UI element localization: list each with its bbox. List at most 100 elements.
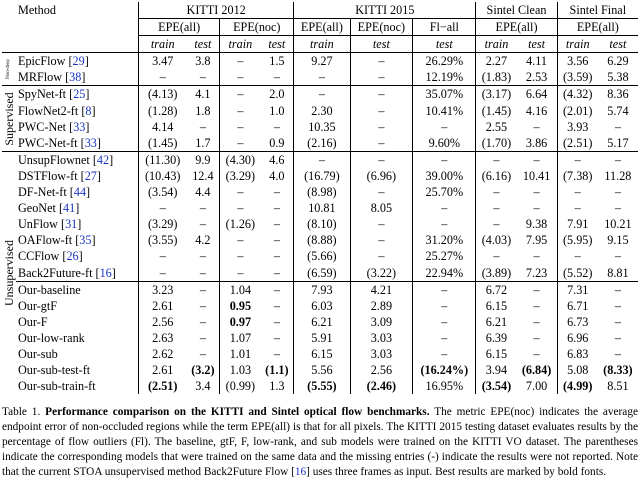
value-cell: (8.33) [603, 363, 633, 378]
value-cell: (3.29) [219, 167, 261, 185]
value-cell: 3.86 [525, 135, 548, 150]
value-cell: 9.9 [186, 150, 220, 168]
value-cell: 10.81 [293, 200, 351, 217]
value-cell: – [349, 102, 413, 119]
citation-link[interactable]: 44 [73, 185, 87, 200]
value-cell: 2.89 [349, 297, 413, 314]
value-cell: – [556, 200, 598, 217]
header-row-2: EPE(all) EPE(noc) EPE(all) EPE(noc) Fl−a… [2, 18, 638, 36]
citation-link[interactable]: 41 [63, 201, 76, 216]
value-cell: 6.71 [556, 297, 598, 314]
table-row: Our-sub 2.62–1.01–6.15 3.03–6.15–6.83– [2, 345, 638, 363]
k15-noc-test-header: test [349, 35, 413, 53]
citation-link[interactable]: 8 [85, 103, 92, 118]
value-cell: – [412, 329, 476, 346]
method-cell: PWC-Net-ft [33] [18, 135, 101, 150]
caption-ref-link[interactable]: 16 [294, 466, 307, 478]
value-cell: 2.61 [138, 362, 187, 379]
citation-link[interactable]: 25 [73, 87, 86, 102]
value-cell: 3.94 [475, 362, 517, 379]
method-cell: PWC-Net [33] [18, 119, 90, 134]
method-cell: DSTFlow-ft [27] [18, 168, 101, 183]
value-cell: – [273, 233, 280, 248]
method-cell: UnsupFlownet [42] [16, 150, 139, 168]
citation-link[interactable]: 38 [69, 70, 82, 85]
table-row: PWC-Net [33] 4.14– – –10.35– –2.55–3.93– [2, 118, 638, 135]
value-cell: – [186, 280, 220, 298]
value-cell: (10.43) [138, 167, 187, 185]
value-cell: 5.74 [607, 103, 629, 118]
k15-fl-test-header: test [412, 35, 476, 53]
citation-link[interactable]: 42 [96, 152, 110, 167]
citation-link[interactable]: 16 [99, 265, 112, 280]
value-cell: 6.96 [556, 329, 598, 346]
value-cell: – [614, 119, 621, 134]
citation-link[interactable]: 26 [66, 249, 79, 264]
header-row-1: Method KITTI 2012 KITTI 2015 Sintel Clea… [2, 2, 638, 19]
citation-link[interactable]: 27 [84, 168, 97, 183]
value-cell: – [614, 185, 621, 200]
value-cell: (1.70) [475, 134, 517, 152]
method-cell: UnFlow [31] [18, 217, 82, 232]
table-row: Our-baseline 3.23–1.04–7.93 4.21–6.72–7.31… [2, 280, 638, 298]
value-cell: – [219, 102, 261, 119]
k15-epe-all-header: EPE(all) [293, 18, 351, 36]
value-cell: 8.05 [349, 200, 413, 217]
value-cell: (4.30) [219, 150, 261, 168]
value-cell: – [475, 248, 517, 265]
table-row: DF-Net-ft [44] (3.54) 4.4– – (8.98) –25.70% – –… [2, 184, 638, 201]
value-cell: (2.01) [556, 102, 598, 119]
citation-link[interactable]: 35 [79, 233, 92, 248]
value-cell: – [475, 216, 517, 233]
citation-link[interactable]: 31 [65, 217, 78, 232]
value-cell: (11.30) [138, 150, 187, 168]
value-cell: 5.91 [293, 329, 351, 346]
value-cell: – [349, 232, 413, 249]
value-cell: (1.45) [138, 134, 187, 152]
value-cell: (5.95) [556, 232, 598, 249]
value-cell: (16.79) [293, 167, 351, 185]
value-cell: (5.66) [293, 248, 351, 265]
method-cell: GeoNet [41] [18, 201, 80, 216]
value-cell: – [199, 249, 206, 264]
value-cell: 3.03 [349, 329, 413, 346]
value-cell: 1.0 [269, 103, 285, 118]
value-cell: 35.07% [412, 85, 476, 103]
value-cell: (3.17) [475, 85, 517, 103]
citation-link[interactable]: 33 [73, 119, 86, 134]
value-cell: – [199, 70, 206, 85]
value-cell: – [273, 201, 280, 216]
citation-link[interactable]: 33 [84, 135, 97, 150]
value-cell: 4.2 [195, 233, 211, 248]
citation-link[interactable]: 29 [72, 54, 85, 69]
value-cell: 4.1 [186, 85, 220, 103]
value-cell: 16.95% [412, 378, 476, 395]
method-cell: EpicFlow [29] [18, 54, 89, 69]
sf-epe-all-header: EPE(all) [556, 18, 638, 36]
value-cell: (2.51) [138, 378, 187, 395]
value-cell: 4.16 [525, 103, 548, 118]
value-cell: (8.98) [293, 184, 351, 201]
k12-epe-noc-header: EPE(noc) [219, 18, 294, 36]
value-cell: (3.89) [475, 264, 517, 282]
method-name: Our-sub-test-ft [18, 363, 91, 378]
value-cell: 2.27 [475, 52, 517, 70]
kitti2012-header: KITTI 2012 [138, 2, 294, 19]
value-cell: (1.26) [219, 216, 261, 233]
group-label-supervised: Supervised [2, 85, 16, 152]
method-name: DSTFlow-ft [18, 168, 78, 183]
group-label-nondeep: Non-deep [2, 52, 16, 86]
sintel-final-header: Sintel Final [556, 2, 638, 19]
method-cell: Our-baseline [16, 280, 139, 298]
value-cell: (4.03) [475, 232, 517, 249]
value-cell: 3.47 [138, 52, 187, 70]
value-cell: – [219, 264, 261, 282]
value-cell: 10.21 [604, 217, 632, 232]
value-cell: – [273, 298, 280, 313]
value-cell: 5.08 [556, 362, 598, 379]
value-cell: – [614, 201, 621, 216]
value-cell: – [199, 346, 206, 361]
value-cell: (3.22) [349, 264, 413, 282]
value-cell: 6.15 [293, 345, 351, 363]
method-header: Method [18, 3, 56, 18]
